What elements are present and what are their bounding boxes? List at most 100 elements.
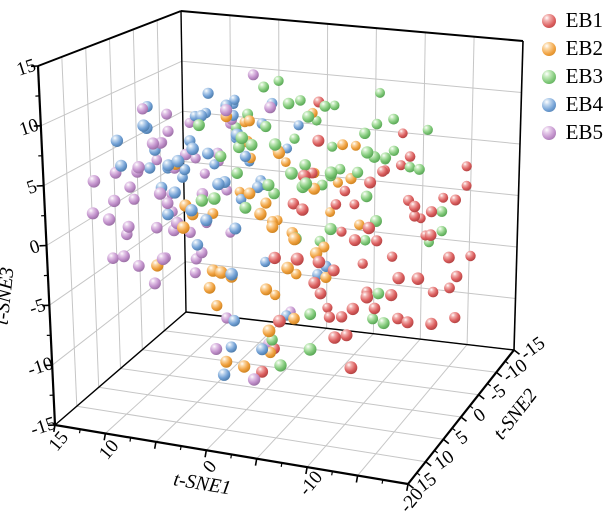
data-point-EB2 bbox=[290, 268, 302, 280]
data-point-EB1 bbox=[385, 289, 398, 302]
data-point-EB3 bbox=[195, 194, 208, 207]
data-point-EB5 bbox=[247, 69, 259, 81]
data-point-EB5 bbox=[247, 373, 261, 386]
data-point-EB3 bbox=[239, 201, 252, 214]
data-point-EB1 bbox=[450, 194, 461, 206]
data-point-EB3 bbox=[233, 141, 245, 154]
data-point-EB1 bbox=[327, 264, 340, 277]
data-point-EB3 bbox=[388, 145, 400, 156]
data-point-EB3 bbox=[273, 75, 284, 86]
data-point-EB3 bbox=[404, 161, 416, 173]
data-point-EB5 bbox=[161, 108, 173, 120]
data-point-EB1 bbox=[336, 226, 347, 237]
data-point-EB2 bbox=[325, 207, 336, 218]
z-tick-label: -5 bbox=[27, 295, 49, 320]
data-point-EB3 bbox=[235, 131, 249, 145]
data-point-EB5 bbox=[87, 175, 101, 188]
legend-marker-EB2 bbox=[541, 41, 556, 56]
legend-marker-EB5 bbox=[541, 125, 556, 140]
data-point-EB1 bbox=[427, 286, 439, 298]
data-point-EB3 bbox=[268, 187, 280, 200]
data-point-EB3 bbox=[334, 163, 346, 175]
data-point-EB4 bbox=[260, 256, 271, 268]
data-point-EB1 bbox=[344, 361, 358, 375]
legend-item-EB3: EB3 bbox=[541, 64, 603, 89]
data-point-EB1 bbox=[346, 302, 359, 316]
data-point-EB1 bbox=[425, 317, 438, 330]
data-point-EB5 bbox=[148, 277, 161, 290]
data-point-EB3 bbox=[299, 177, 313, 190]
legend-item-EB1: EB1 bbox=[541, 8, 603, 33]
data-point-EB3 bbox=[413, 163, 425, 175]
data-point-EB3 bbox=[192, 119, 205, 132]
data-point-EB3 bbox=[289, 133, 300, 144]
data-point-EB2 bbox=[332, 177, 343, 188]
data-point-EB1 bbox=[339, 185, 351, 197]
data-point-EB4 bbox=[229, 94, 240, 106]
data-point-EB1 bbox=[322, 302, 333, 313]
data-point-EB2 bbox=[266, 221, 279, 233]
data-point-EB2 bbox=[260, 283, 273, 296]
data-point-EB5 bbox=[220, 104, 233, 117]
data-point-EB3 bbox=[324, 166, 338, 179]
data-point-EB3 bbox=[285, 166, 298, 180]
axis-ticks bbox=[30, 65, 520, 492]
data-point-EB4 bbox=[239, 150, 251, 162]
x-tick-label: -10 bbox=[295, 467, 327, 500]
data-point-EB1 bbox=[330, 199, 342, 210]
data-point-EB3 bbox=[360, 190, 373, 203]
data-point-EB1 bbox=[397, 128, 408, 139]
z-tick-label: 10 bbox=[17, 115, 42, 141]
data-point-EB3 bbox=[329, 100, 340, 111]
data-point-EB1 bbox=[461, 161, 472, 172]
data-point-EB1 bbox=[443, 251, 455, 264]
data-point-EB3 bbox=[436, 225, 447, 237]
data-point-EB1 bbox=[312, 255, 326, 269]
data-point-EB4 bbox=[202, 147, 214, 160]
data-point-EB5 bbox=[151, 221, 163, 234]
data-point-EB4 bbox=[137, 119, 150, 132]
z-axis-title: t-SNE3 bbox=[0, 266, 18, 326]
data-point-EB3 bbox=[422, 124, 433, 135]
data-point-EB4 bbox=[110, 134, 124, 147]
data-point-EB2 bbox=[203, 281, 216, 294]
data-point-EB3 bbox=[245, 138, 258, 151]
data-point-EB5 bbox=[132, 161, 145, 174]
data-point-EB1 bbox=[256, 365, 269, 378]
data-point-EB2 bbox=[254, 207, 267, 221]
data-point-EB3 bbox=[282, 97, 295, 110]
data-point-EB5 bbox=[136, 103, 149, 115]
data-point-EB2 bbox=[220, 355, 233, 368]
data-point-EB4 bbox=[217, 368, 231, 381]
legend-marker-EB1 bbox=[541, 13, 556, 28]
data-point-EB1 bbox=[409, 210, 421, 222]
data-point-EB3 bbox=[274, 359, 287, 372]
data-point-EB2 bbox=[288, 232, 301, 246]
legend-item-EB2: EB2 bbox=[541, 36, 603, 61]
data-point-EB4 bbox=[251, 181, 264, 194]
data-point-EB2 bbox=[281, 261, 294, 275]
data-point-EB5 bbox=[146, 137, 159, 150]
data-point-EB1 bbox=[411, 272, 425, 286]
data-point-EB5 bbox=[189, 267, 201, 279]
data-point-EB2 bbox=[354, 219, 365, 231]
data-point-EB2 bbox=[260, 197, 272, 209]
data-point-EB1 bbox=[444, 282, 455, 294]
data-point-EB3 bbox=[377, 317, 390, 330]
data-point-EB1 bbox=[287, 197, 300, 210]
data-point-EB1 bbox=[312, 134, 325, 147]
legend-label-EB1: EB1 bbox=[565, 8, 603, 32]
data-point-EB3 bbox=[352, 166, 364, 178]
data-point-EB3 bbox=[436, 206, 448, 217]
legend-item-EB5: EB5 bbox=[541, 120, 603, 145]
data-point-EB3 bbox=[319, 100, 331, 112]
y-tick-label: 5 bbox=[452, 427, 472, 450]
data-point-EB1 bbox=[424, 229, 437, 241]
data-point-EB3 bbox=[260, 120, 272, 133]
data-point-EB4 bbox=[229, 222, 242, 235]
data-point-EB5 bbox=[124, 181, 136, 193]
data-point-EB3 bbox=[231, 167, 243, 179]
data-point-EB1 bbox=[364, 176, 377, 189]
data-point-EB4 bbox=[185, 204, 198, 217]
